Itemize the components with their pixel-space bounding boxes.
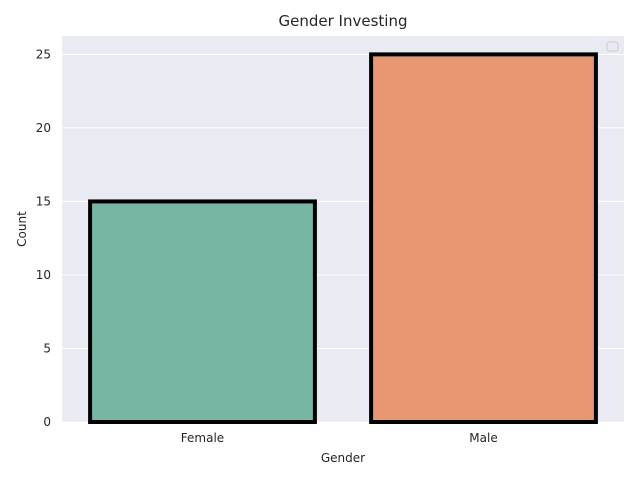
y-tick-label: 20 [36,121,51,135]
y-tick-label: 5 [43,341,51,355]
chart-title: Gender Investing [279,12,408,30]
bar-female [88,199,317,424]
legend-box [606,41,619,52]
y-tick-label: 15 [36,194,51,208]
y-axis-label: Count [15,211,29,247]
x-tick-label: Male [469,431,497,445]
bar-male [369,52,598,424]
x-axis-label: Gender [321,451,365,465]
y-tick-label: 25 [36,47,51,61]
bars [88,52,598,424]
x-tick-label: Female [181,431,224,445]
y-axis-ticks: 0 5 10 15 20 25 [36,47,51,429]
x-axis-ticks: Female Male [181,431,498,445]
y-tick-label: 10 [36,268,51,282]
y-tick-label: 0 [43,415,51,429]
